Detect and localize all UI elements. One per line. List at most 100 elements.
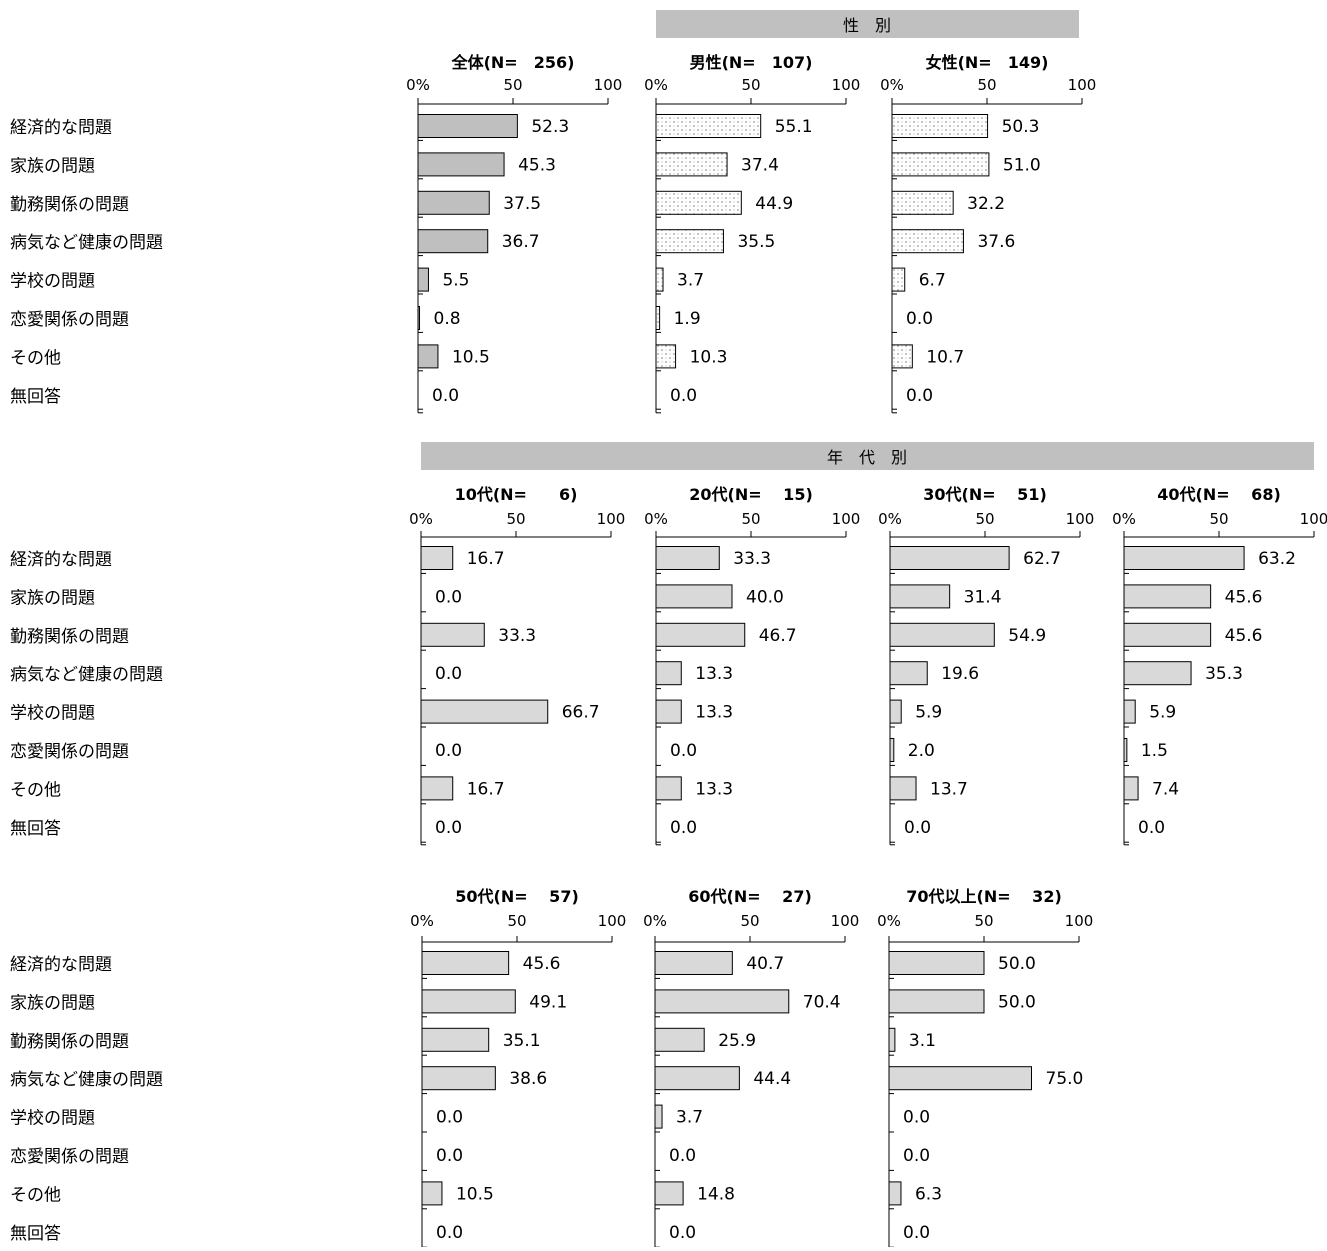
bar <box>889 661 928 686</box>
bar <box>421 951 510 975</box>
bar <box>654 989 790 1014</box>
data-label: 0.0 <box>903 1108 930 1128</box>
data-label: 50.0 <box>998 992 1036 1012</box>
data-label: 40.0 <box>746 587 784 607</box>
tick-label: 0% <box>409 510 433 528</box>
tick-label: 50 <box>503 76 522 94</box>
bar <box>655 776 682 801</box>
data-label: 0.0 <box>670 386 697 406</box>
panel-title: 50代(N= 57) <box>455 887 579 906</box>
bar <box>421 1066 496 1091</box>
gender-header-label: 性 別 <box>843 16 891 35</box>
data-label: 36.7 <box>502 232 540 252</box>
bar <box>1123 546 1245 570</box>
bar <box>417 114 518 138</box>
data-label: 37.6 <box>977 232 1015 252</box>
data-label: 5.5 <box>442 271 469 291</box>
data-label: 49.1 <box>529 992 567 1012</box>
category-label: その他 <box>10 1185 61 1205</box>
panel-title: 70代以上(N= 32) <box>906 887 1062 906</box>
bar <box>891 344 913 369</box>
bar <box>654 1066 740 1091</box>
data-label: 54.9 <box>1008 626 1046 646</box>
category-label: 無回答 <box>10 387 61 407</box>
panel-title: 60代(N= 27) <box>688 887 812 906</box>
bar <box>654 1104 663 1129</box>
panel-title: 女性(N= 149) <box>926 53 1049 72</box>
gender-header-bar <box>656 10 1079 38</box>
data-label: 5.9 <box>1149 703 1176 723</box>
data-label: 0.0 <box>1138 818 1165 838</box>
data-label: 0.0 <box>670 818 697 838</box>
data-label: 0.0 <box>436 1146 463 1166</box>
data-label: 16.7 <box>467 549 505 569</box>
category-label: 学校の問題 <box>10 704 95 724</box>
panel-title: 40代(N= 68) <box>1157 485 1281 504</box>
data-label: 16.7 <box>467 779 505 799</box>
bar <box>888 951 985 975</box>
data-label: 3.7 <box>677 271 704 291</box>
bar <box>891 152 990 177</box>
bar <box>420 622 485 647</box>
tick-label: 0% <box>880 76 904 94</box>
data-label: 0.0 <box>435 741 462 761</box>
data-label: 1.9 <box>674 309 701 329</box>
data-label: 0.0 <box>670 741 697 761</box>
bar <box>891 229 964 254</box>
bar <box>888 1027 896 1052</box>
bar <box>655 229 724 254</box>
data-label: 55.1 <box>775 117 813 137</box>
data-label: 13.3 <box>695 779 733 799</box>
bar <box>421 1181 443 1206</box>
bar <box>421 989 516 1014</box>
data-label: 0.0 <box>669 1146 696 1166</box>
bar <box>655 584 733 609</box>
bar <box>655 306 661 330</box>
bar <box>655 699 682 724</box>
data-label: 35.5 <box>737 232 775 252</box>
data-label: 0.0 <box>435 587 462 607</box>
bar <box>889 622 995 647</box>
bar <box>417 229 489 254</box>
tick-label: 100 <box>1300 510 1327 528</box>
data-label: 45.6 <box>1225 626 1263 646</box>
bar <box>421 1027 490 1052</box>
category-label: 勤務関係の問題 <box>10 195 129 215</box>
data-label: 0.0 <box>906 386 933 406</box>
data-label: 46.7 <box>759 626 797 646</box>
category-label: 経済的な問題 <box>10 118 112 138</box>
data-label: 0.0 <box>903 1223 930 1243</box>
data-label: 6.3 <box>915 1184 942 1204</box>
category-label: 無回答 <box>10 819 61 839</box>
data-label: 50.3 <box>1002 117 1040 137</box>
tick-label: 0% <box>643 912 667 930</box>
tick-label: 100 <box>832 76 861 94</box>
bar <box>655 622 746 647</box>
bar <box>889 776 917 801</box>
tick-label: 100 <box>1065 912 1094 930</box>
tick-label: 50 <box>1209 510 1228 528</box>
bar <box>655 267 664 292</box>
tick-label: 100 <box>831 912 860 930</box>
tick-label: 50 <box>740 912 759 930</box>
tick-label: 0% <box>1112 510 1136 528</box>
data-label: 10.5 <box>452 347 490 367</box>
category-label: 病気など健康の問題 <box>10 665 163 685</box>
bar <box>888 1066 1032 1091</box>
data-label: 62.7 <box>1023 549 1061 569</box>
data-label: 70.4 <box>803 992 841 1012</box>
tick-label: 50 <box>506 510 525 528</box>
bar <box>417 306 421 330</box>
category-label: 恋愛関係の問題 <box>10 309 129 330</box>
bar <box>1123 584 1212 609</box>
bar <box>889 738 895 762</box>
category-label: 病気など健康の問題 <box>10 233 163 253</box>
bar <box>1123 699 1136 724</box>
data-label: 45.3 <box>518 155 556 175</box>
data-label: 37.4 <box>741 155 779 175</box>
bar <box>889 584 951 609</box>
bar <box>420 699 549 724</box>
data-label: 13.3 <box>695 664 733 684</box>
tick-label: 0% <box>878 510 902 528</box>
